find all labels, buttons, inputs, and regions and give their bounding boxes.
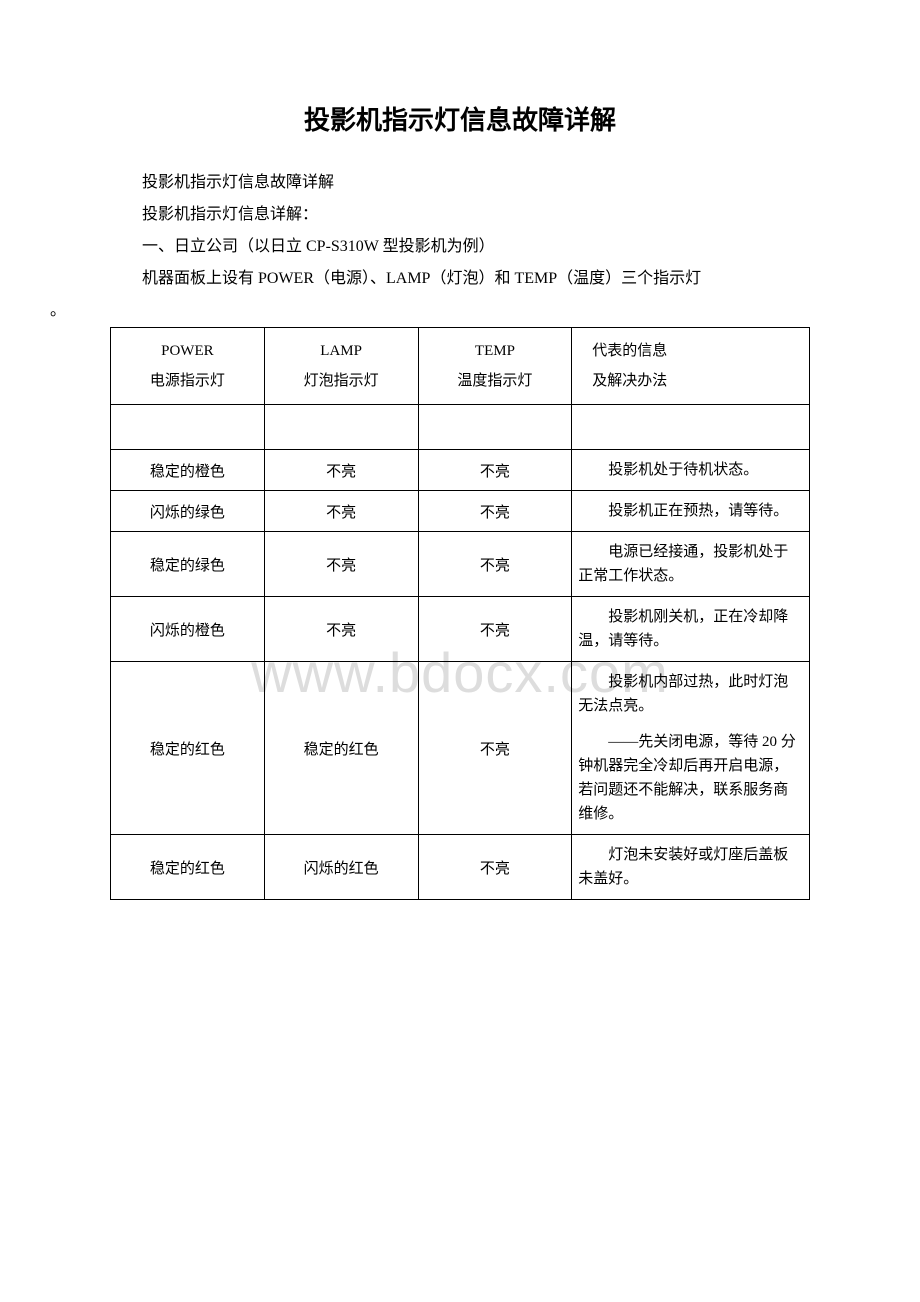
header-power-cn: 电源指示灯 — [150, 373, 225, 389]
para-4-tail: 。 — [50, 295, 810, 327]
cell-power — [111, 405, 265, 450]
cell-lamp: 不亮 — [264, 597, 418, 662]
table-row: 稳定的红色 稳定的红色 不亮 投影机内部过热，此时灯泡无法点亮。 ——先关闭电源… — [111, 662, 810, 835]
indicator-table: POWER 电源指示灯 LAMP 灯泡指示灯 TEMP 温度指示灯 代表的信息 … — [110, 327, 810, 900]
cell-power: 稳定的绿色 — [111, 532, 265, 597]
cell-temp — [418, 405, 572, 450]
info-text: 电源已经接通，投影机处于正常工作状态。 — [578, 540, 803, 588]
table-header-row: POWER 电源指示灯 LAMP 灯泡指示灯 TEMP 温度指示灯 代表的信息 … — [111, 328, 810, 405]
cell-info: 投影机内部过热，此时灯泡无法点亮。 ——先关闭电源，等待 20 分钟机器完全冷却… — [572, 662, 810, 835]
header-lamp-en: LAMP — [320, 343, 362, 359]
para-3: 一、日立公司（以日立 CP-S310W 型投影机为例） — [110, 231, 810, 263]
cell-temp: 不亮 — [418, 491, 572, 532]
cell-lamp: 稳定的红色 — [264, 662, 418, 835]
cell-info: 投影机正在预热，请等待。 — [572, 491, 810, 532]
cell-info: 灯泡未安装好或灯座后盖板未盖好。 — [572, 835, 810, 900]
info-text: 投影机正在预热，请等待。 — [578, 499, 803, 523]
cell-lamp: 不亮 — [264, 491, 418, 532]
para-4: 机器面板上设有 POWER（电源）、LAMP（灯泡）和 TEMP（温度）三个指示… — [110, 263, 810, 295]
cell-lamp: 闪烁的红色 — [264, 835, 418, 900]
cell-lamp: 不亮 — [264, 532, 418, 597]
info-text: 投影机处于待机状态。 — [578, 458, 803, 482]
table-row: 闪烁的绿色 不亮 不亮 投影机正在预热，请等待。 — [111, 491, 810, 532]
table-row: 稳定的橙色 不亮 不亮 投影机处于待机状态。 — [111, 450, 810, 491]
header-temp: TEMP 温度指示灯 — [418, 328, 572, 405]
document-title: 投影机指示灯信息故障详解 — [110, 100, 810, 137]
info-text: 投影机刚关机，正在冷却降温，请等待。 — [578, 605, 803, 653]
cell-info: 电源已经接通，投影机处于正常工作状态。 — [572, 532, 810, 597]
cell-power: 闪烁的橙色 — [111, 597, 265, 662]
info-text: 灯泡未安装好或灯座后盖板未盖好。 — [578, 843, 803, 891]
header-temp-en: TEMP — [475, 343, 515, 359]
cell-temp: 不亮 — [418, 662, 572, 835]
cell-power: 稳定的红色 — [111, 662, 265, 835]
header-temp-cn: 温度指示灯 — [457, 373, 532, 389]
cell-info: 投影机刚关机，正在冷却降温，请等待。 — [572, 597, 810, 662]
header-info-l2: 及解决办法 — [592, 373, 667, 389]
para-1: 投影机指示灯信息故障详解 — [110, 167, 810, 199]
cell-temp: 不亮 — [418, 532, 572, 597]
table-row: 稳定的绿色 不亮 不亮 电源已经接通，投影机处于正常工作状态。 — [111, 532, 810, 597]
header-power: POWER 电源指示灯 — [111, 328, 265, 405]
header-lamp-cn: 灯泡指示灯 — [304, 373, 379, 389]
cell-info — [572, 405, 810, 450]
para-2: 投影机指示灯信息详解： — [110, 199, 810, 231]
document-page: 投影机指示灯信息故障详解 投影机指示灯信息故障详解 投影机指示灯信息详解： 一、… — [0, 0, 920, 940]
table-row: 稳定的红色 闪烁的红色 不亮 灯泡未安装好或灯座后盖板未盖好。 — [111, 835, 810, 900]
table-row — [111, 405, 810, 450]
cell-power: 闪烁的绿色 — [111, 491, 265, 532]
cell-temp: 不亮 — [418, 450, 572, 491]
cell-power: 稳定的红色 — [111, 835, 265, 900]
info-text-2: ——先关闭电源，等待 20 分钟机器完全冷却后再开启电源，若问题还不能解决，联系… — [578, 730, 803, 826]
table-row: 闪烁的橙色 不亮 不亮 投影机刚关机，正在冷却降温，请等待。 — [111, 597, 810, 662]
header-info: 代表的信息 及解决办法 — [572, 328, 810, 405]
cell-temp: 不亮 — [418, 835, 572, 900]
cell-info: 投影机处于待机状态。 — [572, 450, 810, 491]
cell-lamp: 不亮 — [264, 450, 418, 491]
header-lamp: LAMP 灯泡指示灯 — [264, 328, 418, 405]
cell-power: 稳定的橙色 — [111, 450, 265, 491]
header-power-en: POWER — [161, 343, 214, 359]
cell-temp: 不亮 — [418, 597, 572, 662]
info-text: 投影机内部过热，此时灯泡无法点亮。 — [578, 670, 803, 718]
cell-lamp — [264, 405, 418, 450]
header-info-l1: 代表的信息 — [592, 343, 667, 359]
